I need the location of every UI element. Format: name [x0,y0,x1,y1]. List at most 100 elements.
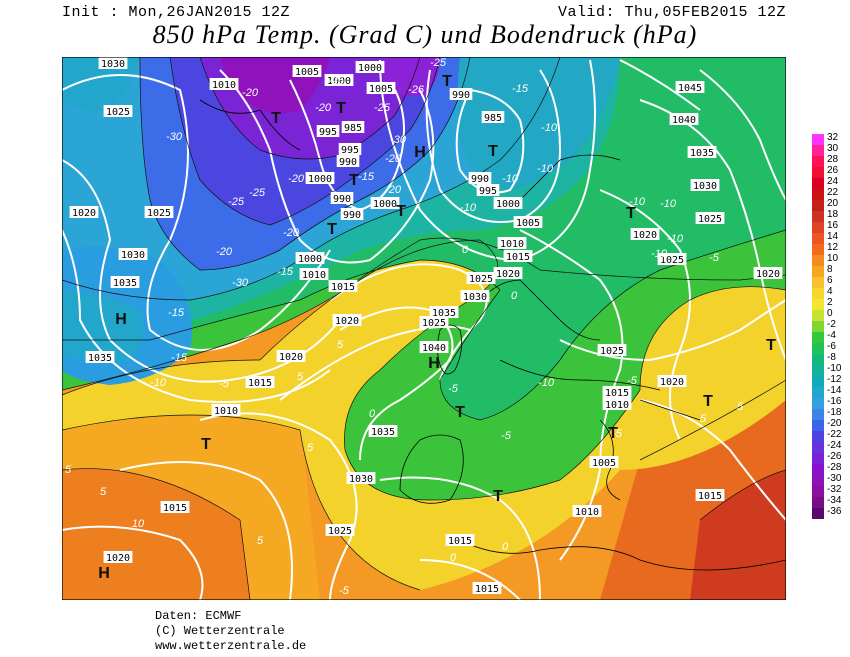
pressure-system-low: T [271,110,281,127]
legend-swatch [812,211,824,223]
isobar-label-bg [589,456,619,468]
isotherm-label: 10 [132,518,145,530]
isobar-label-bg [695,489,725,501]
isotherm-label: -15 [168,307,185,319]
legend-swatch [812,145,824,157]
legend-swatch [812,508,824,519]
isotherms [62,57,786,600]
isotherm-label: -10 [502,173,519,185]
isobar-label-bg [211,404,241,416]
isobar-label: 1010 [302,270,326,281]
isobar-label: 1015 [475,584,499,595]
legend-label: -20 [827,418,842,429]
isobar-label-bg [675,81,705,93]
pressure-system-low: T [493,488,503,505]
isotherm-label: -10 [660,198,677,210]
isobar-label: 1005 [369,84,393,95]
isobar-label: 1000 [298,254,322,265]
isotherm-label: 0 [369,408,376,420]
pressure-system-high: H [414,144,426,161]
isobar-label: 1015 [605,388,629,399]
isobar-label-bg [690,179,720,191]
pressure-system-low: T [442,73,452,90]
isobar-label-bg [340,208,364,220]
legend-label: 10 [827,253,839,264]
isobar-label: 1020 [279,352,303,363]
isobar-label: 1015 [506,252,530,263]
isotherm-label: 0 [502,541,509,553]
legend-label: 0 [827,308,833,319]
isotherm-label: -5 [501,430,512,442]
isobar-label: 985 [484,113,502,124]
isobar-label: 1030 [463,292,487,303]
isobar-label: 1010 [214,406,238,417]
legend-swatch [812,266,824,278]
legend-label: -30 [827,473,842,484]
isobar-label: 1030 [121,250,145,261]
isotherm-label: -5 [219,378,230,390]
legend-label: -34 [827,495,842,506]
isobar-label: 1035 [371,427,395,438]
isobar-label: 990 [343,210,361,221]
isotherm-label: -20 [242,87,259,99]
isobar-label-bg [103,105,133,117]
isotherm-label: -10 [460,202,477,214]
isobar-label: 1040 [672,115,696,126]
isobar-label-bg [69,206,99,218]
legend-label: 30 [827,143,839,154]
legend-label: 32 [827,132,839,143]
footer-data-source: Daten: ECMWF [155,609,242,623]
legend-swatch [812,178,824,190]
legend-swatch [812,277,824,289]
legend-label: 16 [827,220,839,231]
legend-swatch [812,222,824,234]
isobar-label-bg [493,197,523,209]
legend-swatch [812,189,824,201]
coastlines [199,99,786,571]
pressure-system-high: H [115,311,127,328]
isobar-label: 1025 [106,107,130,118]
isobar-label: 995 [479,186,497,197]
isotherm-label: -25 [228,196,245,208]
isobar-label-bg [144,206,174,218]
pressure-system-low: T [349,172,359,189]
isobar-label-bg [419,341,449,353]
isotherm-label: -20 [385,153,402,165]
isobar-label-bg [449,88,473,100]
legend-swatch [812,310,824,322]
legend-label: 18 [827,209,839,220]
pressure-system-low: T [766,337,776,354]
isobar-label: 1025 [147,208,171,219]
legend-label: 24 [827,176,839,187]
isobar-label: 1015 [163,503,187,514]
isobar-label: 1040 [422,343,446,354]
legend-label: 28 [827,154,839,165]
legend-label: 26 [827,165,839,176]
isobar-label-bg [355,61,385,73]
isobar-label-bg [160,501,190,513]
isobar-label: 1020 [496,269,520,280]
isobar-label-bg [336,155,360,167]
isotherm-label: -5 [709,252,720,264]
isobar-label-bg [299,268,329,280]
isobar-label-bg [338,143,362,155]
legend-label: 4 [827,286,833,297]
pressure-system-low: T [396,203,406,220]
isobar-label: 985 [344,123,362,134]
isobar-label-bg [468,172,492,184]
isobar-label-bg [497,237,527,249]
legend-label: 12 [827,242,839,253]
isotherm-label: -5 [339,585,350,597]
pressure-system-low: T [626,205,636,222]
legend-swatch [812,134,824,146]
isotherm-label: -5 [627,375,638,387]
isobar-label-bg [466,272,496,284]
isotherm-label: -10 [667,233,684,245]
pressure-system-high: H [98,565,110,582]
footer-website[interactable]: www.wetterzentrale.de [155,639,307,653]
legend-swatch [812,288,824,300]
isobar-label: 995 [341,145,359,156]
legend-label: -14 [827,385,842,396]
isobar-label: 1030 [101,59,125,70]
legend-swatch [812,156,824,168]
